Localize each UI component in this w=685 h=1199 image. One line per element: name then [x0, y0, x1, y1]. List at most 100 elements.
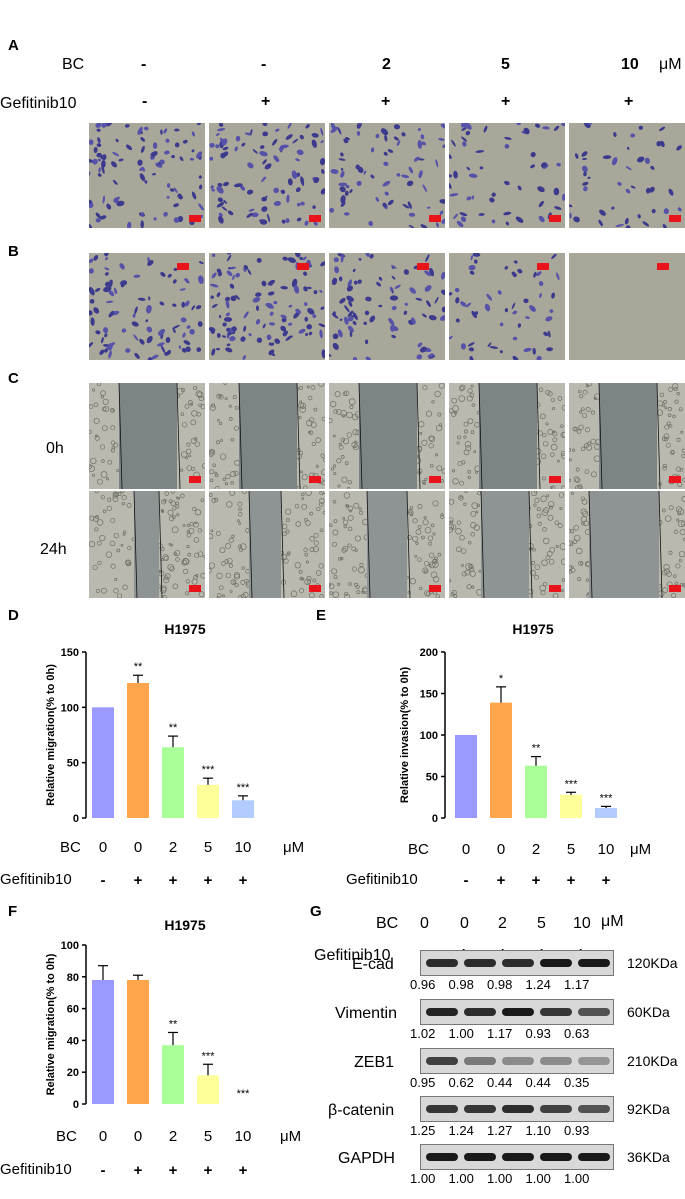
blot-quant-value: 0.35	[564, 1075, 590, 1090]
x-bc-value: 0	[497, 841, 505, 858]
blot-band	[540, 1153, 572, 1161]
significance-label: ***	[600, 792, 614, 804]
blot-band	[426, 1153, 458, 1161]
scale-bar	[177, 263, 189, 270]
wb-bc-value: 0	[420, 915, 429, 932]
bar	[560, 794, 582, 818]
x-gef-value: +	[204, 872, 213, 889]
x-gefitinib-label: Gefitinib10	[346, 871, 418, 888]
x-bc-value: 10	[598, 841, 615, 858]
blot-band	[502, 1105, 534, 1113]
top-gefitinib-label: Gefitinib10	[0, 95, 77, 112]
x-gef-value: -	[101, 1162, 106, 1179]
panel-label-g: G	[310, 903, 322, 920]
x-bc-value: 10	[235, 839, 252, 856]
x-gef-value: -	[101, 872, 106, 889]
scale-bar	[537, 263, 549, 270]
blot-quant-value: 1.24	[448, 1123, 474, 1138]
blot-quant-value: 1.10	[525, 1123, 551, 1138]
blot-strip	[420, 1144, 614, 1170]
top-unit: μM	[659, 56, 682, 73]
x-bc-value: 5	[204, 1128, 212, 1145]
scale-bar	[429, 476, 441, 483]
scale-bar	[417, 263, 429, 270]
y-tick-label: 60	[67, 1004, 79, 1016]
x-gef-value: +	[239, 1162, 248, 1179]
x-bc-value: 2	[169, 1128, 177, 1145]
y-tick-label: 50	[67, 758, 79, 770]
scale-bar	[669, 585, 681, 592]
scale-bar	[189, 585, 201, 592]
wound-image	[329, 383, 445, 489]
scale-bar	[657, 263, 669, 270]
y-axis-label: Relative migration(% to 0h)	[45, 953, 57, 1095]
wb-bc-value: 0	[460, 915, 469, 932]
blot-size-label: 36KDa	[627, 1149, 670, 1165]
blot-band	[578, 1105, 610, 1113]
x-gef-value: +	[239, 872, 248, 889]
blot-quant-value: 0.93	[564, 1123, 590, 1138]
scale-bar	[429, 585, 441, 592]
blot-quant-value: 1.24	[525, 977, 551, 992]
x-unit: μM	[280, 1128, 301, 1145]
time-label-0h: 0h	[46, 440, 64, 457]
transwell-image	[569, 253, 685, 360]
bar	[92, 979, 114, 1104]
x-bc-label: BC	[408, 841, 429, 858]
wound-image	[89, 383, 205, 489]
blot-strip	[420, 1048, 614, 1074]
blot-band	[426, 1105, 458, 1113]
blot-band	[578, 959, 610, 967]
x-bc-value: 5	[567, 841, 575, 858]
blot-band	[540, 1057, 572, 1065]
scale-bar	[549, 476, 561, 483]
bar	[490, 702, 512, 818]
blot-band	[578, 1153, 610, 1161]
wound-image	[209, 383, 325, 489]
significance-label: ***	[202, 1050, 216, 1062]
time-label-24h: 24h	[40, 541, 67, 558]
bar	[92, 707, 114, 818]
y-tick-label: 50	[426, 772, 438, 784]
wound-image	[329, 491, 445, 598]
significance-label: *	[499, 673, 504, 685]
top-bc-value: -	[141, 56, 147, 73]
bar	[595, 808, 617, 818]
blot-size-label: 60KDa	[627, 1004, 670, 1020]
blot-band	[540, 1105, 572, 1113]
bar	[162, 747, 184, 818]
blot-band	[502, 1153, 534, 1161]
bar	[127, 682, 149, 818]
panel-label-d: D	[8, 607, 19, 624]
wb-bc-value: 2	[498, 915, 507, 932]
blot-quant-value: 1.00	[525, 1171, 551, 1186]
blot-quant-value: 1.17	[487, 1026, 513, 1041]
transwell-image	[89, 123, 205, 228]
blot-band	[578, 1008, 610, 1016]
chart-title: H1975	[164, 917, 205, 933]
wb-gefitinib-label: Gefitinib10	[314, 947, 391, 964]
blot-quant-value: 0.95	[410, 1075, 436, 1090]
scale-bar	[309, 585, 321, 592]
blot-quant-value: 0.98	[487, 977, 513, 992]
y-axis-label: Relative invasion(% to 0h)	[399, 667, 411, 804]
y-tick-label: 150	[420, 689, 438, 701]
blot-quant-value: 1.00	[448, 1026, 474, 1041]
y-tick-label: 80	[67, 972, 79, 984]
blot-quant-value: 0.44	[487, 1075, 513, 1090]
x-gef-value: +	[134, 872, 143, 889]
bar	[162, 1045, 184, 1104]
blot-strip	[420, 999, 614, 1025]
top-gef-value: +	[381, 93, 391, 110]
x-gef-value: +	[204, 1162, 213, 1179]
x-bc-value: 5	[204, 839, 212, 856]
bar	[127, 979, 149, 1104]
scale-bar	[549, 585, 561, 592]
x-bc-value: 0	[99, 839, 107, 856]
top-bc-value: 2	[382, 56, 391, 73]
wound-image	[209, 491, 325, 598]
x-gefitinib-label: Gefitinib10	[0, 871, 72, 888]
blot-quant-value: 0.93	[525, 1026, 551, 1041]
